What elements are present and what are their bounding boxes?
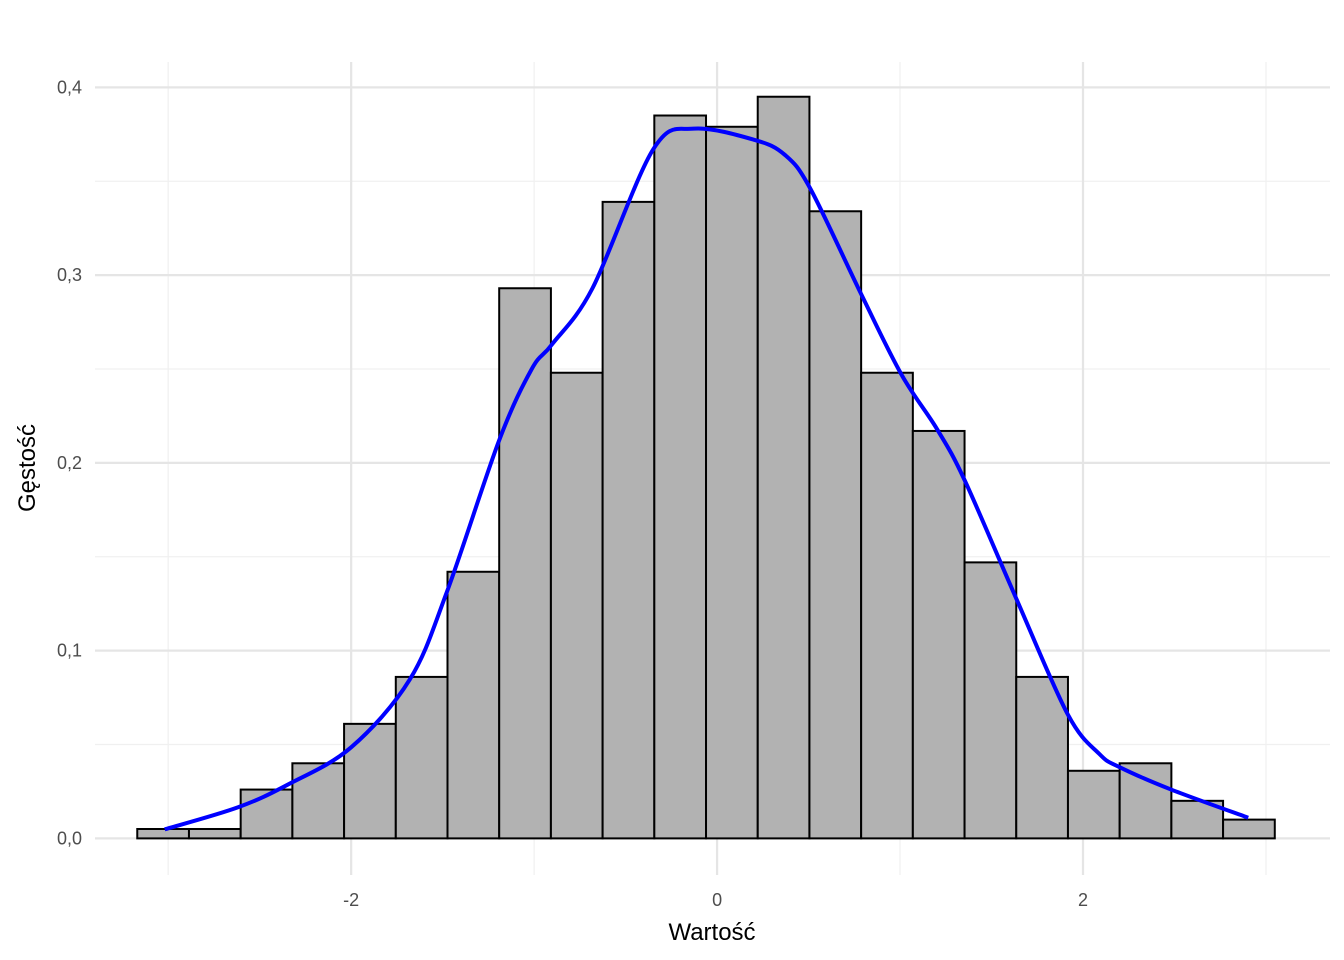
x-tick-labels: -2 0 2: [343, 890, 1088, 910]
histogram-bar: [860, 371, 914, 840]
histogram-bar: [394, 675, 449, 840]
y-tick-label: 0,2: [57, 453, 82, 473]
x-tick-label: 0: [712, 890, 722, 910]
histogram-bar: [136, 827, 190, 840]
histogram-bar: [1222, 818, 1276, 840]
histogram-bar: [343, 722, 397, 840]
histogram-bars: [136, 95, 1276, 840]
y-tick-labels: 0,0 0,1 0,2 0,3 0,4: [57, 77, 82, 848]
histogram-bar: [187, 827, 242, 840]
histogram-bar: [239, 788, 294, 840]
histogram-bar: [756, 95, 811, 840]
histogram-bar: [808, 210, 863, 840]
y-axis-label: Gęstość: [14, 424, 41, 512]
histogram-bar: [705, 125, 759, 840]
histogram-bar: [1118, 762, 1173, 840]
y-tick-label: 0,1: [57, 641, 82, 661]
histogram-bar: [446, 570, 501, 840]
histogram-bar: [549, 371, 604, 840]
histogram-bar: [911, 429, 966, 840]
histogram-bar: [963, 561, 1018, 840]
y-tick-label: 0,3: [57, 265, 82, 285]
histogram-bar: [498, 287, 552, 840]
histogram-bar: [1066, 769, 1121, 840]
x-axis-label: Wartość: [668, 919, 755, 946]
y-tick-label: 0,4: [57, 77, 82, 97]
x-tick-label: 2: [1078, 890, 1088, 910]
x-tick-label: -2: [343, 890, 359, 910]
histogram-bar: [1015, 675, 1069, 840]
histogram-bar: [653, 114, 708, 840]
histogram-bar: [601, 200, 656, 840]
density-curve: [164, 126, 1249, 832]
y-tick-label: 0,0: [57, 828, 82, 848]
histogram-bar: [291, 762, 346, 840]
